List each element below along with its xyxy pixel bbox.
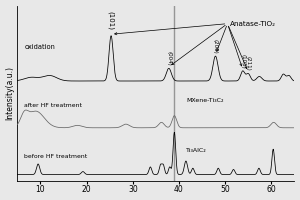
Text: (200): (200) [213, 39, 218, 54]
Text: (101): (101) [108, 11, 114, 30]
Text: (105): (105) [240, 54, 245, 69]
Text: Ti₃AlC₂: Ti₃AlC₂ [186, 148, 207, 153]
Text: oxidation: oxidation [24, 44, 55, 50]
Text: MXene-Ti₃C₂: MXene-Ti₃C₂ [186, 98, 224, 103]
Y-axis label: Intensity(a.u.): Intensity(a.u.) [6, 66, 15, 120]
Text: (004): (004) [166, 51, 171, 66]
Text: (211): (211) [246, 56, 251, 71]
Text: before HF treatment: before HF treatment [24, 154, 88, 159]
Text: after HF treatment: after HF treatment [24, 103, 82, 108]
Text: Anatase-TiO₂: Anatase-TiO₂ [230, 21, 276, 27]
